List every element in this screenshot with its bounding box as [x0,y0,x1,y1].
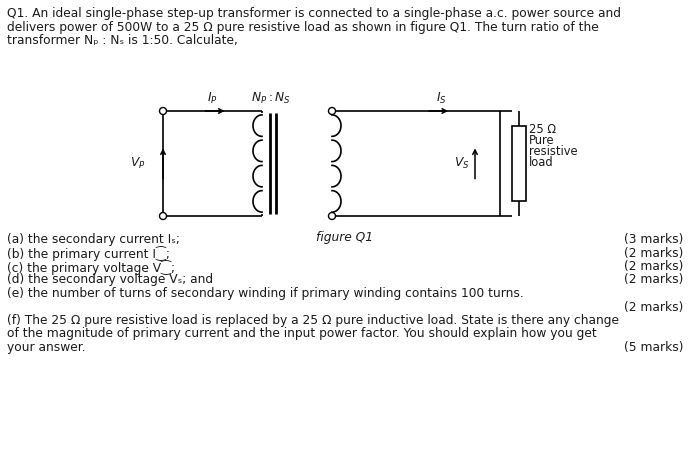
Circle shape [330,214,334,218]
Text: your answer.: your answer. [7,341,86,354]
Text: (5 marks): (5 marks) [624,341,683,354]
Text: (b) the primary current I⁐;: (b) the primary current I⁐; [7,246,170,262]
Text: (c) the primary voltage V⁐;: (c) the primary voltage V⁐; [7,260,175,275]
Text: (d) the secondary voltage Vₛ; and: (d) the secondary voltage Vₛ; and [7,274,213,287]
Text: (2 marks): (2 marks) [624,274,683,287]
Text: Q1. An ideal single-phase step-up transformer is connected to a single-phase a.c: Q1. An ideal single-phase step-up transf… [7,7,621,20]
Text: $V_S$: $V_S$ [455,156,470,171]
Text: (2 marks): (2 marks) [624,246,683,259]
Circle shape [159,213,166,219]
Circle shape [159,107,166,114]
Text: figure Q1: figure Q1 [316,231,373,244]
Text: $V_P$: $V_P$ [130,156,145,171]
Text: resistive: resistive [529,145,578,158]
Text: (e) the number of turns of secondary winding if primary winding contains 100 tur: (e) the number of turns of secondary win… [7,287,524,300]
Text: Pure: Pure [529,134,555,147]
Text: (2 marks): (2 marks) [624,300,683,313]
Circle shape [161,109,165,113]
Text: 25 Ω: 25 Ω [529,123,556,136]
Circle shape [328,213,335,219]
Text: $N_P : N_S$: $N_P : N_S$ [251,91,291,106]
Circle shape [328,107,335,114]
Circle shape [161,214,165,218]
Circle shape [330,109,334,113]
Text: load: load [529,156,553,169]
Text: (a) the secondary current Iₛ;: (a) the secondary current Iₛ; [7,233,180,246]
Text: $I_P$: $I_P$ [207,91,218,106]
Text: (3 marks): (3 marks) [624,233,683,246]
Text: (f) The 25 Ω pure resistive load is replaced by a 25 Ω pure inductive load. Stat: (f) The 25 Ω pure resistive load is repl… [7,314,619,327]
Text: delivers power of 500W to a 25 Ω pure resistive load as shown in figure Q1. The : delivers power of 500W to a 25 Ω pure re… [7,20,599,33]
Text: $I_S$: $I_S$ [435,91,446,106]
Text: transformer Nₚ : Nₛ is 1:50. Calculate,: transformer Nₚ : Nₛ is 1:50. Calculate, [7,34,238,47]
Text: (2 marks): (2 marks) [624,260,683,273]
Bar [512,126,526,201]
Text: of the magnitude of primary current and the input power factor. You should expla: of the magnitude of primary current and … [7,327,597,340]
